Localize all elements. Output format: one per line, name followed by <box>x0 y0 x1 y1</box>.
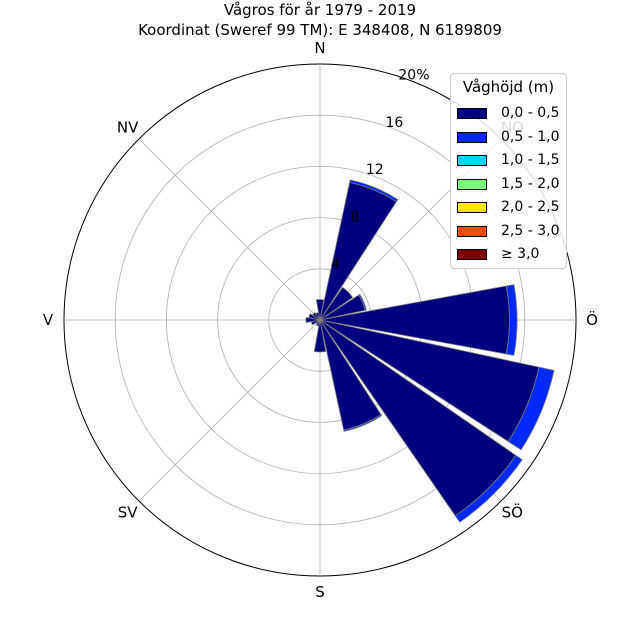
legend-entry: 2,5 - 3,0 <box>451 220 566 244</box>
title-line-1: Vågros för år 1979 - 2019 <box>223 1 417 19</box>
rose-bar-segment <box>312 312 321 321</box>
legend-swatch <box>457 225 487 237</box>
legend-entry: 2,0 - 2,5 <box>451 196 566 220</box>
rose-bar-segment <box>315 299 325 321</box>
legend-label: 0,0 - 0,5 <box>501 105 560 121</box>
direction-label: V <box>43 311 54 329</box>
direction-label: NV <box>117 119 139 137</box>
radial-tick-label: 12 <box>366 162 384 178</box>
radial-tick-label: 16 <box>385 115 403 131</box>
legend-entry: 1,5 - 2,0 <box>451 173 566 197</box>
legend-label: 0,5 - 1,0 <box>501 128 560 145</box>
rose-bar-segment <box>505 284 518 356</box>
rose-bars <box>305 179 555 523</box>
direction-label: SÖ <box>502 502 523 521</box>
rose-bar-segment <box>319 286 354 321</box>
grid-spoke <box>138 319 321 502</box>
direction-label: S <box>315 583 325 601</box>
rose-bar-segment <box>349 179 399 203</box>
legend: Våghöjd (m) 0,0 - 0,5 0,5 - 1,0 1,0 - 1,5 1… <box>450 73 567 269</box>
direction-label: SV <box>118 503 139 521</box>
legend-swatch <box>457 108 487 119</box>
rose-bar-segment <box>313 319 327 353</box>
legend-label: 2,0 - 2,5 <box>501 199 560 215</box>
rose-bar-segment <box>305 317 321 323</box>
title-line-2: Koordinat (Sweref 99 TM): E 348408, N 61… <box>138 21 502 39</box>
direction-label: N <box>314 39 325 57</box>
legend-label: ≥ 3,0 <box>501 246 540 262</box>
rose-bar-segment <box>454 454 523 523</box>
radial-tick-label: 20% <box>398 67 429 83</box>
rose-bar-segment <box>343 414 383 432</box>
legend-swatch <box>457 178 487 190</box>
legend-label: 2,5 - 3,0 <box>501 222 560 239</box>
legend-swatch <box>457 249 487 260</box>
legend-swatch <box>457 155 487 166</box>
direction-label: Ö <box>586 310 598 329</box>
legend-title: Våghöjd (m) <box>462 78 555 96</box>
legend-entry: 0,0 - 0,5 <box>451 102 566 126</box>
chart-title: Vågros för år 1979 - 2019 Koordinat (Swe… <box>0 0 640 40</box>
rose-bar-segment <box>507 366 555 451</box>
rose-bar-segment <box>315 312 321 321</box>
radial-tick-labels: 4 8 12 16 20% <box>331 67 429 272</box>
rose-bar-segment <box>358 293 367 311</box>
legend-entry: ≥ 3,0 <box>451 243 566 267</box>
legend-label: 1,0 - 1,5 <box>501 152 560 168</box>
legend-swatch <box>457 202 487 213</box>
legend-entry: 1,0 - 1,5 <box>451 149 566 173</box>
radial-tick-label: 8 <box>351 209 360 225</box>
legend-label: 1,5 - 2,0 <box>501 175 560 192</box>
radial-tick-label: 4 <box>331 257 340 273</box>
grid-spoke <box>138 138 321 321</box>
legend-swatch <box>457 131 487 143</box>
legend-entry: 0,5 - 1,0 <box>451 126 566 150</box>
